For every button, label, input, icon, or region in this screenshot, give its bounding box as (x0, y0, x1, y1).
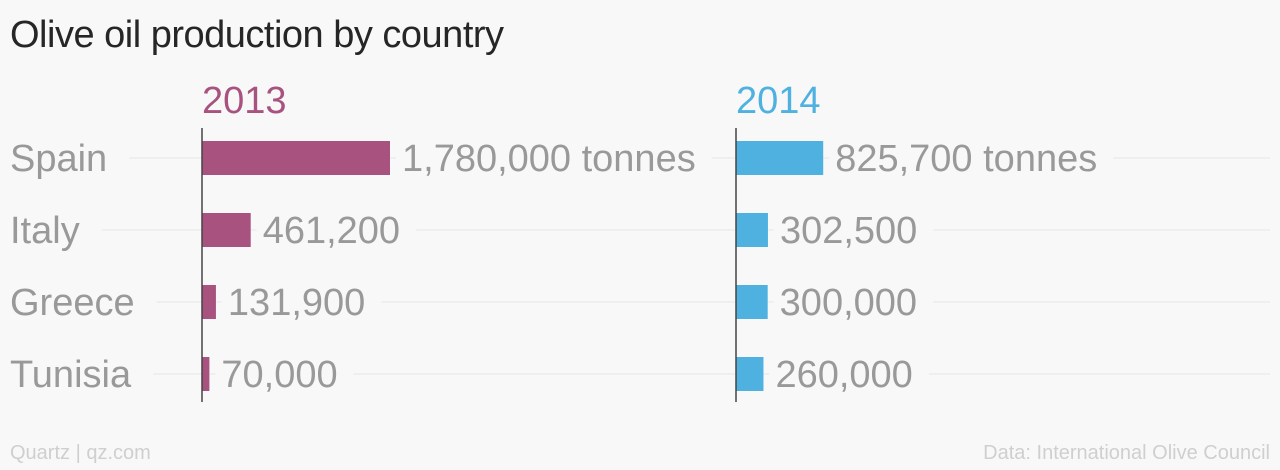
footer-brand: Quartz | qz.com (10, 442, 151, 464)
category-label-spain: Spain (10, 138, 107, 180)
bar-2013-italy (202, 213, 251, 247)
gridline-gap (396, 155, 712, 161)
value-label-2013-spain: 1,780,000 tonnes (402, 138, 696, 180)
gridline-gap (829, 155, 1114, 161)
value-label-2014-spain: 825,700 tonnes (835, 138, 1097, 180)
category-label-tunisia: Tunisia (10, 354, 132, 396)
value-label-2014-tunisia: 260,000 (775, 354, 912, 396)
value-label-2013-tunisia: 70,000 (221, 354, 337, 396)
gridline-gap (773, 227, 934, 233)
value-label-2014-italy: 302,500 (780, 210, 917, 252)
bar-2014-italy (736, 213, 768, 247)
gridline-gap (221, 299, 382, 305)
bar-2013-greece (202, 285, 216, 319)
gridline-gap (215, 371, 354, 377)
series-title-2013: 2013 (202, 80, 287, 122)
value-label-2013-greece: 131,900 (228, 282, 365, 324)
value-label-2014-greece: 300,000 (780, 282, 917, 324)
category-label-italy: Italy (10, 210, 80, 252)
gridline-gap (769, 371, 929, 377)
value-label-2013-italy: 461,200 (263, 210, 400, 252)
bar-2013-spain (202, 141, 390, 175)
gridline-gap (256, 227, 417, 233)
category-label-greece: Greece (10, 282, 135, 324)
bar-2014-greece (736, 285, 768, 319)
bar-2014-tunisia (736, 357, 764, 391)
footer-data-source: Data: International Olive Council (983, 442, 1270, 464)
chart-title: Olive oil production by country (10, 14, 504, 56)
series-title-2014: 2014 (736, 80, 821, 122)
gridline-gap (773, 299, 934, 305)
bar-2013-tunisia (202, 357, 210, 391)
bar-2014-spain (736, 141, 824, 175)
